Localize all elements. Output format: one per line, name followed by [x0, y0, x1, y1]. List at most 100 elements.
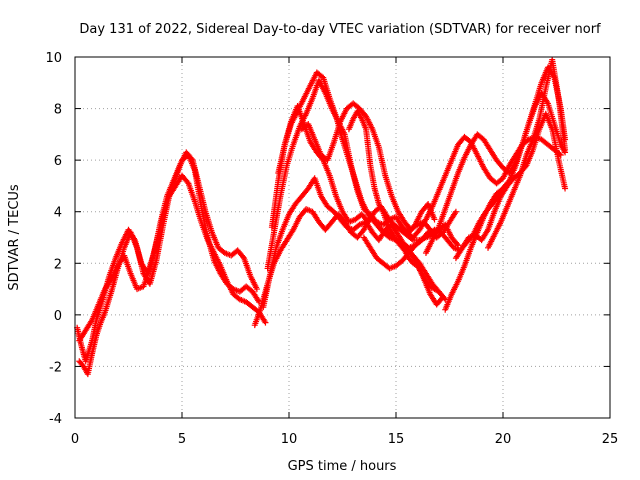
- data-point-fill: [327, 174, 339, 198]
- data-point-fill: [555, 97, 568, 151]
- data-point-fill: [319, 194, 330, 209]
- data-point-fill: [539, 137, 550, 147]
- data-point-fill: [192, 169, 204, 208]
- data-point-fill: [485, 210, 497, 231]
- data-point-fill: [153, 226, 166, 262]
- y-tick-label: 2: [54, 257, 62, 272]
- data-point-fill: [180, 153, 191, 163]
- data-point-fill: [85, 352, 95, 376]
- data-point-fill: [160, 195, 172, 218]
- data-point-fill: [455, 264, 467, 283]
- data-point-fill: [488, 148, 499, 162]
- data-point-fill: [545, 102, 557, 126]
- data-point-fill: [299, 186, 311, 198]
- data-point-fill: [323, 220, 334, 232]
- data-point-fill: [241, 256, 253, 278]
- data-point-fill: [376, 202, 386, 214]
- data-point-fill: [366, 210, 377, 224]
- data-point-fill: [205, 238, 217, 255]
- data-point-fill: [346, 117, 356, 131]
- data-point-fill: [530, 128, 542, 151]
- data-point-fill: [269, 179, 282, 229]
- x-tick-label: 25: [602, 432, 619, 447]
- data-point-fill: [248, 274, 260, 291]
- data-point-fill: [375, 219, 385, 227]
- data-point-fill: [345, 224, 355, 233]
- data-point-fill: [372, 220, 383, 232]
- data-point-fill: [406, 243, 418, 255]
- data-point-fill: [83, 339, 95, 363]
- data-point-fill: [475, 215, 487, 234]
- data-point-fill: [428, 284, 437, 292]
- plot-frame: [74, 56, 611, 419]
- data-point-fill: [340, 138, 352, 162]
- data-point-fill: [524, 138, 536, 157]
- data-point-fill: [419, 272, 429, 283]
- data-point-fill: [549, 128, 562, 162]
- data-point-fill: [216, 245, 227, 255]
- data-point-fill: [121, 254, 133, 275]
- data-point-fill: [293, 194, 304, 206]
- data-point-fill: [211, 259, 223, 275]
- data-point-fill: [462, 143, 474, 159]
- data-point-fill: [445, 238, 456, 250]
- data-point-fill: [449, 171, 461, 193]
- data-point-fill: [77, 359, 86, 369]
- data-point-fill: [363, 114, 375, 131]
- data-point-fill: [209, 231, 221, 250]
- data-point-fill: [385, 215, 396, 227]
- data-point-fill: [370, 128, 382, 149]
- data-point-fill: [244, 299, 255, 310]
- data-point-fill: [498, 205, 510, 224]
- data-point-fill: [224, 279, 236, 296]
- data-point-fill: [320, 158, 332, 177]
- data-point-fill: [389, 194, 401, 213]
- data-point-fill: [417, 261, 429, 276]
- data-point-fill: [398, 225, 409, 235]
- data-point-fill: [494, 158, 505, 170]
- x-tick-label: 5: [178, 432, 186, 447]
- data-point-fill: [449, 279, 461, 296]
- data-point-fill: [359, 200, 371, 216]
- data-point-fill: [300, 122, 310, 132]
- data-point-fill: [380, 210, 390, 226]
- data-point-fill: [415, 264, 424, 276]
- y-axis-label: SDTVAR / TECUs: [7, 184, 22, 291]
- data-point: [562, 146, 569, 153]
- data-point-fill: [280, 213, 292, 232]
- data-point-fill: [128, 272, 140, 291]
- data-point-fill: [128, 231, 140, 250]
- x-tick-label: 0: [71, 432, 79, 447]
- data-point-fill: [447, 210, 459, 224]
- data-point-fill: [430, 189, 442, 208]
- data-point-fill: [271, 195, 284, 234]
- data-point-fill: [312, 176, 324, 198]
- y-tick-label: 10: [45, 51, 62, 66]
- data-point-fill: [203, 210, 215, 234]
- data-point-fill: [346, 159, 358, 182]
- data-point-fill: [507, 153, 518, 167]
- data-point-fill: [347, 217, 357, 225]
- data-point-fill: [513, 143, 525, 167]
- data-point-fill: [291, 215, 302, 232]
- data-point-fill: [327, 97, 339, 118]
- x-axis-label: GPS time / hours: [288, 459, 397, 474]
- data-point-fill: [524, 148, 536, 167]
- data-point-fill: [475, 132, 486, 142]
- data-point-fill: [231, 286, 242, 295]
- series-track-9: [298, 100, 459, 241]
- data-point-fill: [357, 106, 368, 119]
- data-point-fill: [423, 272, 435, 286]
- data-point-fill: [186, 182, 198, 203]
- data-point-fill: [526, 102, 538, 126]
- data-point-fill: [102, 277, 114, 291]
- y-tick-label: 0: [54, 309, 62, 324]
- data-point-fill: [417, 217, 429, 232]
- data-point-fill: [436, 289, 448, 302]
- data-point-fill: [231, 292, 242, 302]
- series-track-3: [76, 172, 269, 344]
- data-point: [431, 216, 438, 223]
- data-point-fill: [284, 143, 296, 167]
- data-point-fill: [423, 238, 435, 255]
- data-point-fill: [432, 286, 441, 294]
